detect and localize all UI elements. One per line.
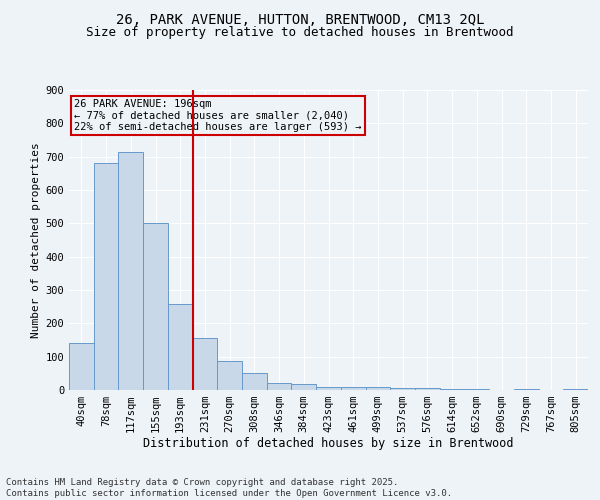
- Bar: [365, 387, 390, 390]
- Bar: [267, 384, 292, 390]
- X-axis label: Distribution of detached houses by size in Brentwood: Distribution of detached houses by size …: [143, 436, 514, 450]
- Text: Size of property relative to detached houses in Brentwood: Size of property relative to detached ho…: [86, 26, 514, 39]
- Bar: [94, 164, 118, 390]
- Bar: [316, 386, 341, 390]
- Bar: [217, 360, 242, 390]
- Bar: [118, 152, 143, 390]
- Bar: [193, 338, 217, 390]
- Text: Contains HM Land Registry data © Crown copyright and database right 2025.
Contai: Contains HM Land Registry data © Crown c…: [6, 478, 452, 498]
- Text: 26, PARK AVENUE, HUTTON, BRENTWOOD, CM13 2QL: 26, PARK AVENUE, HUTTON, BRENTWOOD, CM13…: [116, 12, 484, 26]
- Bar: [341, 388, 365, 390]
- Bar: [69, 344, 94, 390]
- Bar: [440, 389, 464, 390]
- Bar: [168, 304, 193, 390]
- Bar: [242, 374, 267, 390]
- Bar: [415, 388, 440, 390]
- Bar: [390, 388, 415, 390]
- Text: 26 PARK AVENUE: 196sqm
← 77% of detached houses are smaller (2,040)
22% of semi-: 26 PARK AVENUE: 196sqm ← 77% of detached…: [74, 99, 362, 132]
- Bar: [143, 224, 168, 390]
- Bar: [292, 384, 316, 390]
- Y-axis label: Number of detached properties: Number of detached properties: [31, 142, 41, 338]
